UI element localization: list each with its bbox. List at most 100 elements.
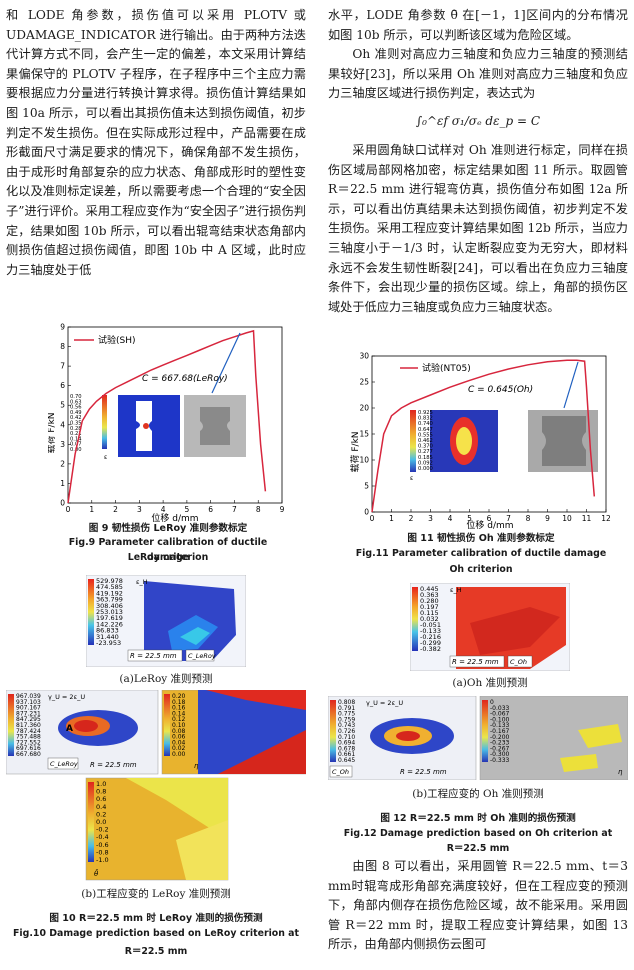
fig12a-colorbar-label: 0.363 bbox=[420, 591, 439, 599]
fig9-caption-en-1: Fig.9 Parameter calibration of ductile d… bbox=[68, 537, 268, 563]
fig10a-colorbar-label: 419.192 bbox=[96, 589, 123, 597]
formula-oh: ∫₀^εf σ₁/σₑ dε_p = C bbox=[415, 113, 541, 128]
fig9-xtick-label: 5 bbox=[184, 505, 189, 514]
fig11-xtick-label: 5 bbox=[467, 514, 472, 523]
fig12b-colorbar2-label: -0.200 bbox=[490, 734, 510, 741]
fig10b-colorbar2-label: 0.08 bbox=[172, 728, 186, 735]
figure-10b: 967.039 937.103 907.167 877.231 847.295 817.3… bbox=[6, 690, 306, 943]
fig11-xtick-label: 3 bbox=[428, 514, 433, 523]
fig11-colorbar-label: 0.277 bbox=[418, 449, 433, 455]
fig10b-colorbar3-label: -0.2 bbox=[96, 826, 109, 834]
fig11-xtick-label: 7 bbox=[506, 514, 511, 523]
figure-11: 0 1 2 3 4 5 6 7 8 9 10 11 12 0 5 10 15 20 25 30 0.925 0.832 0… bbox=[350, 352, 612, 580]
fig12b-colorbar2-label: -0.100 bbox=[490, 716, 510, 723]
fig11-colorbar-label: 0.000 bbox=[418, 466, 433, 472]
fig11-colorbar-label: 0.555 bbox=[418, 432, 433, 438]
fig10a-subcaption: (a)LeRoy 准则预测 bbox=[119, 673, 213, 685]
fig12b-colorbar2-label: -0.333 bbox=[490, 757, 510, 764]
fig9-ytick-label: 2 bbox=[60, 459, 65, 468]
fig9-xtick-label: 2 bbox=[113, 505, 118, 514]
fig9-colorbar-label: 0.42 bbox=[70, 415, 82, 421]
fig10b-colorbar3-label: 0.6 bbox=[96, 795, 106, 803]
fig10a-cbar-unit: ε_H bbox=[136, 578, 148, 586]
fig10a-colorbar-label: 308.406 bbox=[96, 602, 123, 610]
fig9-colorbar-label: 0.56 bbox=[70, 405, 82, 411]
fig12a-colorbar-label: -0.216 bbox=[420, 633, 441, 641]
fig12b-subcaption: (b)工程应变的 Oh 准则预测 bbox=[412, 788, 544, 800]
fig9-xtick-label: 7 bbox=[232, 505, 237, 514]
fig9-xlabel: 位移 d/mm bbox=[151, 512, 198, 523]
right-bottom-column: 由图 8 可以看出，采用圆管 R＝22.5 mm、t＝3 mm时辊弯成形角部充满… bbox=[328, 857, 628, 955]
fig10b-colorbar1-label: 667.680 bbox=[16, 751, 41, 758]
fig10b-colorbar3-label: 1.0 bbox=[96, 780, 106, 788]
fig10a-colorbar-label: 363.799 bbox=[96, 596, 123, 604]
fig10b-colorbar2-label: 0.06 bbox=[172, 734, 186, 741]
fig10a-colorbar-label: 529.978 bbox=[96, 577, 123, 585]
figure-10a: 529.978 474.585 419.192 363.799 308.406 253.0… bbox=[86, 575, 246, 689]
figure-9: 0 1 2 3 4 5 6 7 8 9 0 1 2 3 4 5 6 7 8 9 0.70 0.63 0.56 0.49 0.4… bbox=[48, 323, 288, 565]
fig10-caption-en-1: Fig.10 Damage prediction based on LeRoy … bbox=[13, 928, 299, 939]
fig9-ytick-label: 8 bbox=[60, 342, 65, 351]
fig12b-colorbar1-label: 0.726 bbox=[338, 728, 355, 735]
fig11-ytick-label: 15 bbox=[359, 430, 369, 439]
fig9-ytick-label: 1 bbox=[60, 479, 65, 488]
fig12a-colorbar-label: 0.032 bbox=[420, 615, 439, 623]
fig10a-colorbar-label: 253.013 bbox=[96, 608, 123, 616]
fig11-xtick-label: 2 bbox=[409, 514, 414, 523]
fig9-series-line bbox=[67, 329, 267, 504]
fig12-caption-en-2: R＝22.5 mm bbox=[446, 843, 510, 854]
fig10a-colorbar bbox=[88, 579, 94, 645]
fig12b-colorbar1-label: 0.710 bbox=[338, 734, 355, 741]
fig12b-colorbar1-label: 0.759 bbox=[338, 716, 355, 723]
fig11-ytick-label: 20 bbox=[359, 404, 369, 413]
fig10a-colorbar-label: 142.226 bbox=[96, 620, 123, 628]
fig12b-colorbar1-label: 0.678 bbox=[338, 745, 355, 752]
fig12b-colorbar2-label: -0.133 bbox=[490, 722, 510, 729]
fig9-ylabel: 载荷 F/kN bbox=[48, 412, 57, 453]
fig12a-colorbar-label: 0.115 bbox=[420, 609, 439, 617]
fig10a-r-label: R = 22.5 mm bbox=[130, 652, 177, 660]
fig10b-colorbar3-label: 0.2 bbox=[96, 810, 106, 818]
fig10-caption-en-2: R＝22.5 mm bbox=[124, 946, 188, 957]
fig10b-colorbar1-label: 937.103 bbox=[16, 699, 41, 706]
fig12-caption-en-1: Fig.12 Damage prediction based on Oh cri… bbox=[343, 828, 613, 839]
fig10b-colorbar1-label: 967.039 bbox=[16, 693, 41, 700]
fig10b-colorbar1-label: 757.488 bbox=[16, 734, 41, 741]
fig12a-colorbar-label: -0.051 bbox=[420, 621, 441, 629]
fig12b-colorbar2-label: -0.300 bbox=[490, 751, 510, 758]
fig9-ytick-label: 6 bbox=[60, 381, 65, 390]
fig10b-colorbar1-label: 697.616 bbox=[16, 745, 41, 752]
fig12b-colorbar2-label: -0.167 bbox=[490, 728, 510, 735]
fig12a-colorbar-label: -0.382 bbox=[420, 645, 441, 653]
fig10b-colorbar2-label: 0.14 bbox=[172, 710, 186, 717]
fig9-c-label: C = 667.68(LeRoy) bbox=[142, 374, 228, 384]
fig12b-colorbar1-label: 0.743 bbox=[338, 722, 355, 729]
fig10a-colorbar-label: 31.440 bbox=[96, 633, 119, 641]
fig11-caption-en-2: Oh criterion bbox=[449, 564, 513, 575]
fig10b-marker-a: A bbox=[66, 724, 73, 734]
fig10a-contour: 529.978474.585419.192363.799308.406253.0… bbox=[86, 575, 246, 668]
fig11-ylabel: 载荷 F/kN bbox=[350, 431, 361, 472]
fig10-caption-cn: 图 10 R＝22.5 mm 时 LeRoy 准则的损伤预测 bbox=[49, 913, 263, 924]
fig9-xtick-label: 0 bbox=[66, 505, 71, 514]
fig12b-colorbar1-label: 0.775 bbox=[338, 711, 355, 718]
fig12a-colorbar-label: 0.445 bbox=[420, 585, 439, 593]
fig9-colorbar-label: 0.63 bbox=[70, 399, 82, 405]
fig11-caption-en-1: Fig.11 Parameter calibration of ductile … bbox=[355, 548, 607, 559]
fig10a-colorbar-label: 86.833 bbox=[96, 627, 119, 635]
fig11-ytick-label: 30 bbox=[359, 352, 369, 361]
fig10a-colorbar-label: 197.619 bbox=[96, 614, 123, 622]
fig12a-colorbar-label: 0.197 bbox=[420, 603, 439, 611]
fig10b-colorbar1-label: 787.424 bbox=[16, 728, 41, 735]
fig10b-contours: 967.039937.103907.167877.231847.295817.3… bbox=[6, 690, 306, 881]
fig11-pointer-arrow bbox=[563, 361, 579, 409]
fig12b-colorbar1-label: 0.694 bbox=[338, 740, 355, 747]
fig11-xtick-label: 12 bbox=[601, 514, 611, 523]
fig10b-c-label: C_LeRoy bbox=[50, 760, 78, 768]
fig9-xtick-label: 8 bbox=[256, 505, 261, 514]
fig9-colorbar bbox=[102, 395, 107, 449]
figure-12a: 0.445 0.363 0.280 0.197 0.115 0.032 -0.051 -0.1… bbox=[410, 583, 570, 693]
fig10b-colorbar1-label: 817.360 bbox=[16, 722, 41, 729]
fig12a-r-label: R = 22.5 mm bbox=[452, 658, 499, 666]
